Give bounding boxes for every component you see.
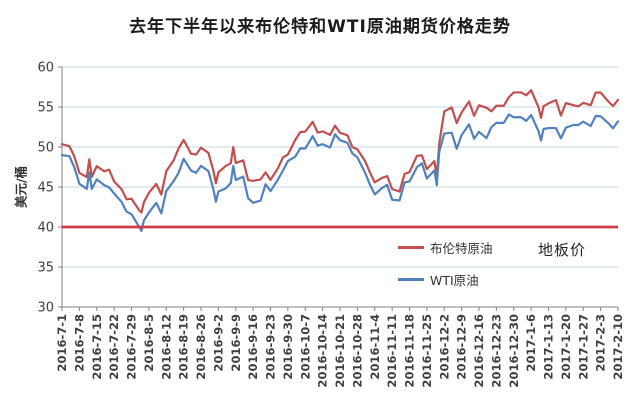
x-tick-label: 2016-12-30 bbox=[507, 314, 521, 388]
y-axis-labels: 30 35 40 45 50 55 60 bbox=[37, 61, 54, 316]
y-tick-label: 35 bbox=[37, 261, 54, 276]
y-tick-label: 45 bbox=[37, 181, 54, 196]
x-tick-label: 2016-9-16 bbox=[246, 314, 260, 380]
x-tick-label: 2016-7-15 bbox=[90, 314, 104, 380]
y-tick-label: 30 bbox=[37, 301, 54, 316]
x-tick-label: 2016-8-12 bbox=[159, 314, 173, 380]
x-tick-label: 2016-7-8 bbox=[72, 314, 86, 372]
x-tick-label: 2016-10-14 bbox=[316, 314, 330, 388]
x-tick-label: 2016-9-30 bbox=[281, 314, 295, 380]
x-tick-label: 2017-1-20 bbox=[559, 314, 573, 380]
x-tick-label: 2016-7-22 bbox=[107, 314, 121, 380]
y-tick-label: 50 bbox=[37, 141, 54, 156]
x-tick-label: 2017-2-10 bbox=[611, 314, 625, 380]
chart-title: 去年下半年以来布伦特和WTI原油期货价格走势 bbox=[129, 17, 511, 37]
x-tick-label: 2016-11-4 bbox=[368, 314, 382, 380]
wti-price-line bbox=[60, 113, 620, 233]
legend-label-brent: 布伦特原油 bbox=[430, 240, 493, 256]
legend-item-wti: WTI原油 bbox=[398, 271, 493, 288]
x-tick-label: 2016-11-18 bbox=[403, 314, 417, 388]
x-tick-label: 2016-10-7 bbox=[298, 314, 312, 380]
x-tick-label: 2016-9-9 bbox=[229, 314, 243, 372]
x-tick-label: 2016-9-2 bbox=[211, 314, 225, 372]
x-tick-label: 2016-11-11 bbox=[385, 314, 399, 388]
brent-price-line bbox=[60, 89, 620, 214]
wti-line-marker-icon bbox=[398, 277, 424, 281]
legend: 布伦特原油 WTI原油 bbox=[398, 239, 493, 303]
x-tick-label: 2017-1-6 bbox=[524, 314, 538, 372]
x-tick-label: 2016-7-29 bbox=[125, 314, 139, 380]
axes bbox=[58, 66, 619, 311]
x-tick-label: 2017-2-3 bbox=[594, 314, 608, 372]
legend-item-brent: 布伦特原油 bbox=[398, 239, 493, 256]
x-tick-label: 2016-9-23 bbox=[264, 314, 278, 380]
x-tick-label: 2017-1-13 bbox=[542, 314, 556, 380]
x-tick-label: 2016-8-19 bbox=[177, 314, 191, 380]
x-tick-label: 2016-12-16 bbox=[472, 314, 486, 388]
x-tick-label: 2016-12-2 bbox=[437, 314, 451, 380]
brent-line-marker-icon bbox=[398, 245, 424, 249]
y-tick-label: 55 bbox=[37, 101, 54, 116]
x-tick-label: 2016-7-1 bbox=[55, 314, 69, 372]
y-tick-label: 60 bbox=[37, 61, 54, 76]
x-tick-label: 2016-10-21 bbox=[333, 314, 347, 388]
x-tick-labels: 2016-7-1 2016-7-8 2016-7-15 2016-7-22 2016-7… bbox=[55, 314, 625, 388]
floor-price-label: 地板价 bbox=[538, 241, 587, 259]
y-tick-label: 40 bbox=[37, 221, 54, 236]
x-tick-label: 2016-11-25 bbox=[420, 314, 434, 388]
x-tick-label: 2016-8-26 bbox=[194, 314, 208, 380]
x-tick-label: 2016-12-9 bbox=[455, 314, 469, 380]
x-tick-label: 2016-10-28 bbox=[350, 314, 364, 388]
legend-label-wti: WTI原油 bbox=[430, 272, 479, 288]
x-tick-label: 2017-1-27 bbox=[576, 314, 590, 380]
x-tick-label: 2016-8-5 bbox=[142, 314, 156, 372]
x-tick-label: 2016-12-23 bbox=[489, 314, 503, 388]
